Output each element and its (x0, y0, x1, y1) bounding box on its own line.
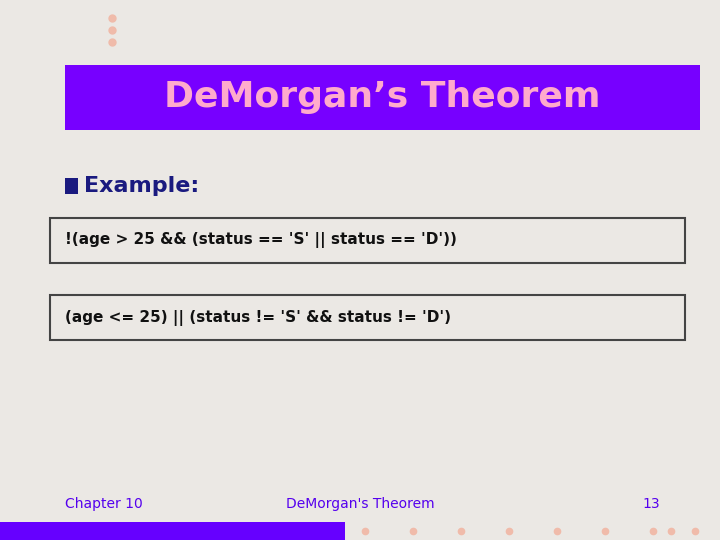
FancyBboxPatch shape (0, 522, 345, 540)
Text: Chapter 10: Chapter 10 (65, 497, 143, 511)
Text: DeMorgan’s Theorem: DeMorgan’s Theorem (164, 80, 600, 114)
FancyBboxPatch shape (50, 295, 685, 340)
FancyBboxPatch shape (50, 218, 685, 263)
Text: 13: 13 (642, 497, 660, 511)
Text: !(age > 25 && (status == 'S' || status == 'D')): !(age > 25 && (status == 'S' || status =… (65, 233, 457, 248)
Text: DeMorgan's Theorem: DeMorgan's Theorem (286, 497, 434, 511)
FancyBboxPatch shape (65, 178, 78, 194)
Text: Example:: Example: (84, 176, 199, 196)
Text: (age <= 25) || (status != 'S' && status != 'D'): (age <= 25) || (status != 'S' && status … (65, 309, 451, 326)
FancyBboxPatch shape (65, 65, 700, 130)
